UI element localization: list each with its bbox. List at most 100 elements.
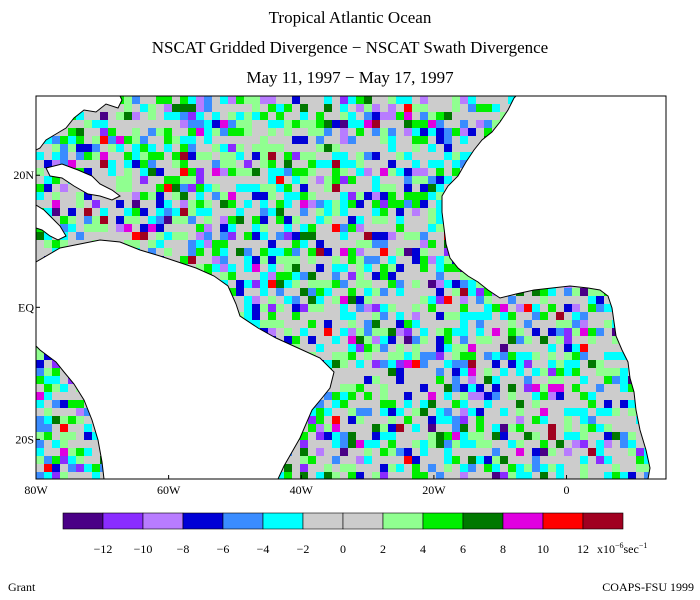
field-cell bbox=[76, 424, 85, 433]
field-cell bbox=[132, 104, 141, 113]
field-cell bbox=[228, 232, 237, 241]
field-cell bbox=[428, 320, 437, 329]
field-cell bbox=[380, 112, 389, 121]
field-cell bbox=[452, 368, 461, 377]
field-cell bbox=[108, 232, 117, 241]
field-cell bbox=[460, 304, 469, 313]
field-cell bbox=[164, 184, 173, 193]
field-cell bbox=[468, 336, 477, 345]
field-cell bbox=[76, 448, 85, 457]
field-cell bbox=[252, 256, 261, 265]
field-cell bbox=[436, 216, 445, 225]
field-cell bbox=[204, 248, 213, 257]
field-cell bbox=[348, 312, 357, 321]
field-cell bbox=[548, 352, 557, 361]
field-cell bbox=[220, 192, 229, 201]
field-cell bbox=[92, 112, 101, 121]
field-cell bbox=[292, 472, 301, 479]
field-cell bbox=[84, 152, 93, 161]
field-cell bbox=[252, 280, 261, 289]
field-cell bbox=[396, 328, 405, 337]
field-cell bbox=[436, 176, 445, 185]
field-cell bbox=[388, 248, 397, 257]
field-cell bbox=[292, 184, 301, 193]
field-cell bbox=[420, 384, 429, 393]
field-cell bbox=[412, 224, 421, 233]
field-cell bbox=[308, 168, 317, 177]
field-cell bbox=[540, 320, 549, 329]
field-cell bbox=[372, 128, 381, 137]
field-cell bbox=[428, 424, 437, 433]
field-cell bbox=[348, 392, 357, 401]
field-cell bbox=[324, 248, 333, 257]
field-cell bbox=[396, 216, 405, 225]
field-cell bbox=[404, 320, 413, 329]
field-cell bbox=[124, 232, 133, 241]
field-cell bbox=[380, 472, 389, 479]
field-cell bbox=[532, 328, 541, 337]
field-cell bbox=[76, 224, 85, 233]
field-cell bbox=[596, 352, 605, 361]
field-cell bbox=[508, 400, 517, 409]
field-cell bbox=[116, 176, 125, 185]
field-cell bbox=[212, 192, 221, 201]
field-cell bbox=[132, 168, 141, 177]
field-cell bbox=[484, 408, 493, 417]
field-cell bbox=[396, 448, 405, 457]
field-cell bbox=[604, 312, 613, 321]
field-cell bbox=[292, 96, 301, 105]
field-cell bbox=[364, 248, 373, 257]
field-cell bbox=[404, 104, 413, 113]
field-cell bbox=[452, 328, 461, 337]
field-cell bbox=[420, 112, 429, 121]
field-cell bbox=[84, 424, 93, 433]
field-cell bbox=[388, 104, 397, 113]
field-cell bbox=[236, 152, 245, 161]
field-cell bbox=[204, 152, 213, 161]
field-cell bbox=[572, 312, 581, 321]
field-cell bbox=[500, 456, 509, 465]
field-cell bbox=[500, 440, 509, 449]
field-cell bbox=[356, 448, 365, 457]
field-cell bbox=[460, 288, 469, 297]
field-cell bbox=[228, 216, 237, 225]
field-cell bbox=[500, 464, 509, 473]
field-cell bbox=[316, 288, 325, 297]
field-cell bbox=[404, 112, 413, 121]
field-cell bbox=[108, 160, 117, 169]
field-cell bbox=[452, 168, 461, 177]
field-cell bbox=[276, 168, 285, 177]
field-cell bbox=[572, 376, 581, 385]
field-cell bbox=[364, 440, 373, 449]
field-cell bbox=[108, 128, 117, 137]
field-cell bbox=[68, 392, 77, 401]
field-cell bbox=[412, 280, 421, 289]
field-cell bbox=[60, 224, 69, 233]
field-cell bbox=[292, 240, 301, 249]
field-cell bbox=[484, 416, 493, 425]
field-cell bbox=[412, 120, 421, 129]
field-cell bbox=[68, 432, 77, 441]
field-cell bbox=[388, 312, 397, 321]
field-cell bbox=[220, 248, 229, 257]
field-cell bbox=[604, 368, 613, 377]
field-cell bbox=[540, 440, 549, 449]
field-cell bbox=[468, 440, 477, 449]
field-cell bbox=[364, 384, 373, 393]
field-cell bbox=[252, 96, 261, 105]
field-cell bbox=[212, 224, 221, 233]
field-cell bbox=[428, 304, 437, 313]
field-cell bbox=[220, 216, 229, 225]
field-cell bbox=[284, 472, 293, 479]
field-cell bbox=[532, 440, 541, 449]
field-cell bbox=[436, 344, 445, 353]
field-cell bbox=[164, 248, 173, 257]
field-cell bbox=[316, 144, 325, 153]
field-cell bbox=[532, 424, 541, 433]
field-cell bbox=[388, 416, 397, 425]
field-cell bbox=[444, 96, 453, 105]
field-cell bbox=[252, 176, 261, 185]
field-cell bbox=[556, 376, 565, 385]
field-cell bbox=[540, 360, 549, 369]
field-cell bbox=[308, 456, 317, 465]
